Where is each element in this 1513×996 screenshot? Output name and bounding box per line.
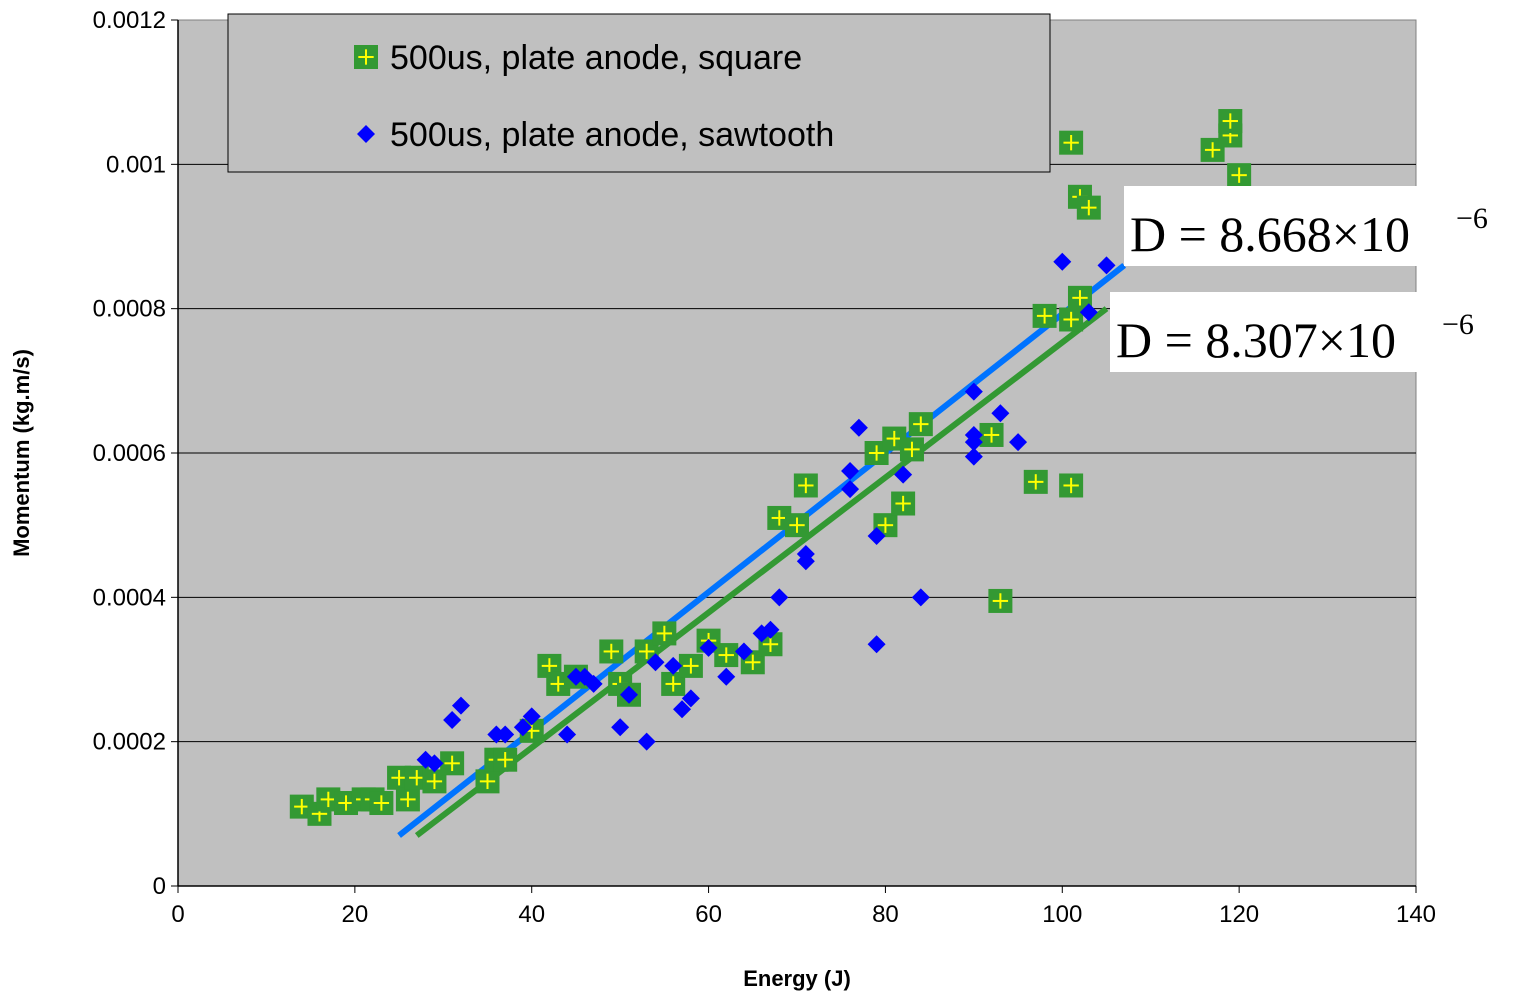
data-point-diamond (894, 465, 913, 484)
data-point-square (1059, 130, 1084, 155)
legend-label-square: 500us, plate anode, square (390, 39, 802, 77)
data-point-diamond (1053, 252, 1072, 271)
annotation-green-fit: D = 8.307×10 −6 (1110, 292, 1474, 372)
data-point-square (395, 787, 420, 812)
data-point-square (1218, 109, 1243, 134)
data-point-diamond (964, 425, 983, 444)
y-tick-label: 0.0006 (93, 440, 166, 467)
legend-box (227, 13, 1051, 173)
data-point-diamond (1009, 433, 1028, 452)
trend-line-green (414, 306, 1109, 838)
data-point-square (475, 769, 500, 794)
data-point-square (599, 639, 624, 664)
annotation-green-text: D = 8.307×10 (1116, 312, 1396, 368)
x-tick-label: 60 (695, 901, 722, 928)
data-point-square (793, 473, 818, 498)
data-point-diamond (1097, 256, 1116, 275)
data-point-diamond (717, 667, 736, 686)
data-point-diamond (611, 718, 630, 737)
data-point-diamond (681, 689, 700, 708)
legend-marker-sawtooth (357, 125, 375, 143)
data-points (289, 109, 1252, 826)
data-point-square (785, 513, 809, 538)
data-point-diamond (646, 653, 665, 672)
data-point-diamond (964, 382, 983, 401)
x-tick-label: 20 (342, 901, 369, 928)
y-tick-label: 0.001 (106, 151, 166, 178)
data-point-diamond (991, 404, 1010, 423)
data-point-square (891, 491, 916, 516)
data-point-diamond (841, 462, 860, 481)
data-point-square (1076, 195, 1101, 220)
data-point-diamond (964, 447, 983, 466)
data-point-diamond (911, 588, 930, 607)
x-tick-label: 100 (1042, 901, 1082, 928)
data-point-square (1059, 473, 1084, 498)
x-tick-label: 40 (518, 901, 545, 928)
x-axis-title: Energy (J) (743, 966, 851, 991)
data-point-diamond (841, 480, 860, 499)
data-point-square (908, 412, 933, 437)
data-point-diamond (558, 725, 577, 744)
data-point-square (493, 747, 518, 772)
data-point-square (1227, 163, 1252, 188)
legend-marker-square (354, 45, 378, 69)
legend: 500us, plate anode, square 500us, plate … (227, 13, 1051, 173)
data-point-diamond (673, 700, 692, 719)
y-tick-label: 0 (153, 873, 166, 900)
y-tick-label: 0.0012 (93, 7, 166, 34)
tick-labels: 0 0.0002 0.0004 0.0006 0.0008 0.001 0.0012 0 20 4… (93, 7, 1436, 928)
data-point-diamond (443, 711, 462, 730)
annotation-blue-exponent: −6 (1456, 202, 1488, 235)
data-point-diamond (496, 725, 515, 744)
annotation-blue-fit: D = 8.668×10 −6 (1124, 186, 1500, 266)
data-point-square (988, 588, 1013, 613)
data-point-square (714, 643, 739, 668)
y-tick-label: 0.0008 (93, 296, 166, 323)
x-tick-label: 140 (1396, 901, 1436, 928)
data-point-square (652, 621, 677, 646)
data-point-square (1032, 303, 1057, 328)
data-point-diamond (1079, 303, 1098, 322)
data-point-diamond (451, 696, 470, 715)
data-point-diamond (867, 526, 886, 545)
data-point-square (440, 751, 465, 776)
data-point-diamond (761, 620, 780, 639)
data-point-square (979, 422, 1004, 447)
annotation-blue-text: D = 8.668×10 (1130, 206, 1410, 262)
legend-marker-diamond-shape (357, 125, 375, 143)
data-point-square (369, 791, 394, 816)
data-point-diamond (619, 685, 638, 704)
data-point-diamond (867, 635, 886, 654)
x-tick-label: 80 (872, 901, 899, 928)
axes (171, 19, 1417, 893)
data-point-diamond (770, 588, 789, 607)
data-point-diamond (664, 656, 683, 675)
data-point-diamond (699, 638, 718, 657)
y-axis-title: Momentum (kg.m/s) (9, 349, 34, 557)
data-point-square (678, 653, 703, 678)
data-point-diamond (584, 674, 603, 693)
x-tick-label: 0 (171, 901, 184, 928)
x-tick-label: 120 (1219, 901, 1259, 928)
y-tick-label: 0.0004 (93, 584, 166, 611)
data-point-diamond (522, 707, 541, 726)
data-point-diamond (425, 754, 444, 773)
data-point-diamond (513, 718, 532, 737)
legend-label-sawtooth: 500us, plate anode, sawtooth (390, 116, 834, 154)
data-point-diamond (796, 552, 815, 571)
data-point-diamond (734, 642, 753, 661)
data-point-diamond (849, 418, 868, 437)
annotation-green-exponent: −6 (1442, 308, 1474, 341)
legend-marker-square-shape (354, 45, 378, 69)
data-point-diamond (637, 732, 656, 751)
y-tick-label: 0.0002 (93, 729, 166, 756)
data-point-square (1059, 307, 1084, 332)
data-point-square (1023, 469, 1048, 494)
data-point-square (899, 437, 924, 462)
